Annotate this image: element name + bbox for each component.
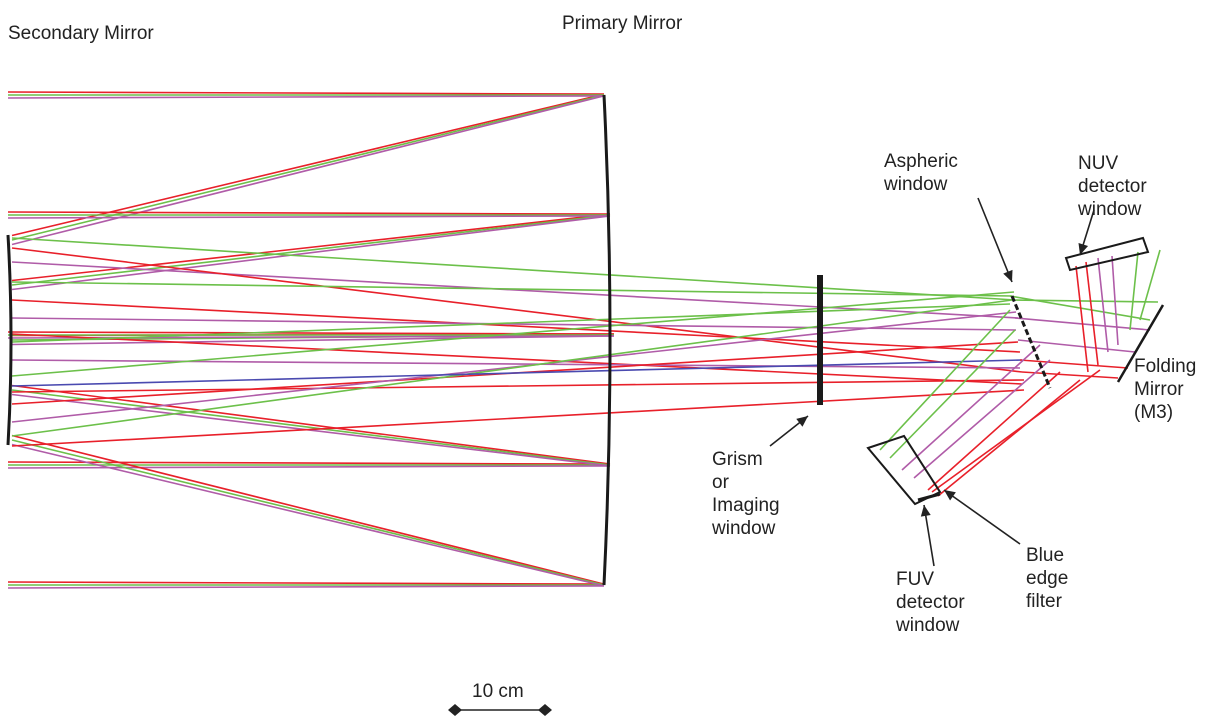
incoming-ray: [7, 461, 611, 465]
window-to-fold-ray: [1019, 359, 1129, 369]
converging-ray: [11, 389, 1025, 447]
primary-to-secondary-ray: [11, 389, 611, 466]
incoming-ray: [7, 465, 611, 469]
converging-ray: [11, 237, 1016, 301]
blue-filter-arrow-line: [943, 489, 1021, 545]
fuv-detector-window-label: FUV detector window: [896, 569, 965, 636]
nuv-ray: [1097, 257, 1109, 353]
converging-ray: [11, 281, 1013, 297]
fuv-ray: [879, 309, 1011, 451]
primary-to-secondary-ray: [11, 434, 605, 585]
primary-to-secondary-ray: [11, 95, 605, 246]
primary-to-secondary-ray: [11, 214, 611, 286]
primary-to-secondary-ray: [11, 439, 605, 586]
aspheric-window-label: Aspheric window: [884, 151, 958, 195]
nuv-ray: [1129, 251, 1139, 331]
converging-ray: [11, 261, 1019, 319]
scale-bar-label: 10 cm: [472, 681, 524, 702]
converging-ray: [11, 299, 1013, 437]
fuv-detector-window: [866, 434, 942, 506]
converging-ray: [11, 303, 1011, 343]
aspheric-window-arrow-line: [977, 197, 1013, 283]
incoming-ray: [7, 91, 605, 95]
fuv-window-arrow-head: [920, 505, 931, 517]
converging-ray: [11, 299, 1021, 353]
primary-to-secondary-ray: [11, 213, 611, 282]
primary-to-secondary-ray: [11, 443, 605, 587]
window-to-fold-ray: [1017, 339, 1136, 353]
blue-edge-filter: [917, 492, 941, 502]
incoming-ray: [7, 215, 611, 219]
secondary-mirror-label: Secondary Mirror: [8, 23, 154, 44]
scale-bar-left-marker: [448, 704, 462, 716]
fuv-ray: [889, 329, 1016, 459]
fuv-ray: [931, 369, 1101, 493]
grism-arrow-head: [796, 416, 808, 427]
nuv-ray: [1085, 261, 1099, 366]
folding-mirror: [1116, 304, 1165, 383]
nuv-detector-window: [1064, 236, 1150, 272]
grism-window: [817, 275, 823, 405]
converging-ray: [11, 379, 1025, 393]
secondary-mirror: [6, 234, 13, 446]
incoming-ray: [7, 585, 605, 589]
window-to-fold-ray: [1021, 371, 1119, 379]
nuv-detector-window-label: NUV detector window: [1078, 153, 1147, 220]
primary-to-secondary-ray: [11, 384, 611, 465]
blue-filter-arrow-head: [944, 490, 956, 501]
primary-to-secondary-ray: [11, 215, 611, 291]
fuv-ray: [901, 344, 1041, 471]
incoming-ray: [7, 211, 611, 215]
fuv-ray: [927, 371, 1061, 491]
aspheric-window: [1010, 295, 1052, 389]
nuv-ray: [1075, 265, 1089, 373]
grism-window-label: Grism or Imaging window: [712, 449, 780, 539]
nuv-window-arrow-head: [1078, 243, 1089, 255]
label-arrows: [448, 197, 1095, 716]
incoming-ray: [7, 95, 605, 99]
fuv-ray: [937, 379, 1081, 497]
primary-to-secondary-ray: [11, 335, 615, 346]
optical-elements: [6, 94, 1165, 586]
converging-ray: [11, 359, 1023, 387]
nuv-ray: [1111, 255, 1119, 346]
primary-to-secondary-ray: [11, 94, 605, 241]
aspheric-window-arrow-head: [1003, 269, 1013, 282]
scale-bar-right-marker: [538, 704, 552, 716]
fuv-ray: [913, 359, 1051, 479]
primary-mirror-label: Primary Mirror: [562, 13, 683, 34]
folding-mirror-label: Folding Mirror (M3): [1134, 356, 1197, 423]
primary-mirror: [602, 94, 612, 586]
converging-ray: [11, 317, 1017, 331]
nuv-ray: [1139, 249, 1161, 321]
incoming-ray: [7, 581, 605, 585]
ray-traces: [7, 91, 1161, 589]
converging-ray: [11, 333, 1023, 385]
converging-ray: [11, 291, 1015, 377]
blue-edge-filter-label: Blue edge filter: [1026, 545, 1069, 612]
